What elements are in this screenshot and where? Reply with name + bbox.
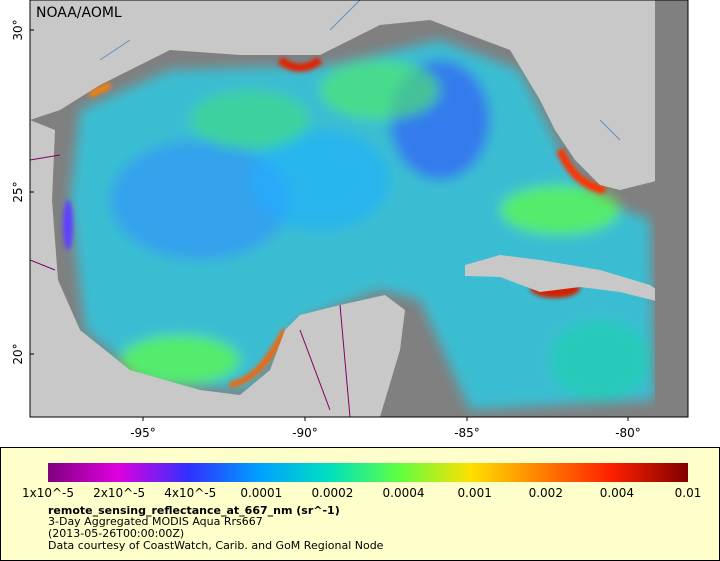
land-mexico [30,120,405,417]
data-field [70,40,655,410]
colorbar-label: 0.0001 [240,486,282,500]
map: NOAA/AOML [30,0,688,417]
legend-line: Data courtesy of CoastWatch, Carib. and … [48,539,384,552]
credit: NOAA/AOML [36,5,122,21]
colorbar-label: 2x10^-5 [93,486,145,500]
colorbar-label: 0.002 [529,486,563,500]
legend-line: 3-Day Aggregated MODIS Aqua Rrs667 [48,515,263,528]
lat-label: 20° [11,343,25,364]
colorbar-label: 4x10^-5 [164,486,216,500]
lon-label: -90° [292,426,318,440]
rivers [99,0,621,141]
colorbar-label: 0.004 [600,486,634,500]
colorbar-label: 0.001 [457,486,491,500]
land-north [30,0,660,190]
legend-line: (2013-05-26T00:00:00Z) [48,527,184,540]
colorbar-label: 1x10^-5 [22,486,74,500]
colorbar [48,463,688,482]
borders [30,154,351,417]
lat-label: 25° [11,181,25,202]
lon-label: -95° [130,426,156,440]
colorbar-label: 0.0004 [383,486,425,500]
land-cuba [465,255,660,302]
lat-label: 30° [11,19,25,40]
colorbar-label: 0.0002 [311,486,353,500]
variable-name: remote_sensing_reflectance_at_667_nm (sr… [48,504,340,517]
no-data-strip [655,0,688,417]
colorbar-label: 0.01 [675,486,702,500]
map-frame [29,0,689,418]
lon-label: -85° [454,426,480,440]
lon-label: -80° [615,426,641,440]
